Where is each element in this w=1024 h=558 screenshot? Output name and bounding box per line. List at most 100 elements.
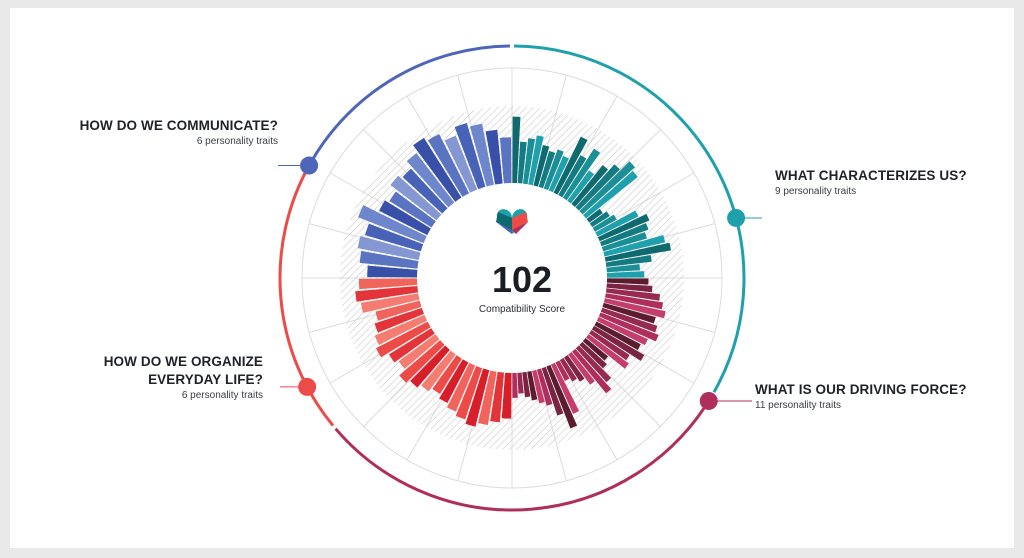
chart-bar [558, 155, 587, 198]
heart-facet [496, 222, 512, 234]
chart-bar [582, 338, 609, 361]
chart-bar [388, 328, 435, 363]
category-label-communicate: HOW DO WE COMMUNICATE? 6 personality tra… [18, 117, 278, 148]
chart-bar [601, 232, 647, 252]
chart-bar [499, 137, 512, 184]
chart-bar [532, 369, 545, 404]
chart-bar [517, 372, 524, 394]
chart-bar [399, 340, 445, 383]
chart-bar [595, 210, 639, 237]
chart-bar [501, 372, 512, 419]
connector-dot-communicate [300, 156, 319, 175]
chart-bar [572, 348, 612, 394]
chart-bar [432, 355, 462, 394]
chart-bar [589, 330, 630, 361]
chart-bar [606, 278, 649, 285]
category-title: WHAT CHARACTERIZES US? [775, 168, 967, 183]
chart-bar [596, 316, 648, 346]
chart-bar [538, 150, 556, 189]
category-label-organize: HOW DO WE ORGANIZE EVERYDAY LIFE? 6 pers… [3, 353, 263, 402]
chart-bar [583, 170, 638, 219]
chart-bar [375, 321, 431, 358]
category-subtitle: 11 personality traits [755, 400, 841, 411]
chart-bar [579, 341, 607, 369]
chart-bar [406, 153, 455, 208]
chart-bar [579, 161, 636, 215]
chart-bar [562, 148, 601, 201]
score-label: Compatibility Score [478, 304, 566, 315]
chart-bars [355, 116, 672, 429]
chart-bar [546, 364, 578, 429]
chart-bar [517, 141, 527, 184]
chart-bar [541, 366, 564, 416]
chart-bar [567, 170, 595, 204]
chart-bar [575, 345, 612, 383]
score-block: 102 Compatibility Score [422, 259, 622, 316]
heart-facet [496, 212, 512, 230]
connector-dot-characterizes [727, 208, 746, 227]
chart-bar [564, 355, 585, 382]
chart-bar [358, 278, 418, 290]
heart-facet [512, 212, 528, 230]
chart-bar [597, 213, 650, 242]
connector-dot-organize [298, 377, 317, 396]
chart-bar [550, 362, 580, 414]
category-title: HOW DO WE COMMUNICATE? [79, 118, 278, 133]
chart-bar [606, 264, 640, 273]
chart-bar [390, 175, 442, 221]
chart-bar [528, 135, 544, 186]
chart-bar [367, 265, 418, 278]
chart-bar [605, 254, 652, 267]
chart-bar [469, 123, 494, 187]
chart-bar [523, 138, 536, 185]
chart-bar [606, 271, 645, 278]
chart-bar [603, 235, 666, 257]
score-value: 102 [491, 259, 553, 300]
chart-bar [548, 155, 569, 193]
chart-bar [568, 352, 595, 385]
chart-bar [604, 293, 664, 310]
chart-bar [536, 368, 553, 406]
category-title: EVERYDAY LIFE? [148, 372, 263, 387]
ring-arc-communicate [310, 44, 510, 162]
chart-bar [571, 165, 609, 207]
chart-bar [413, 137, 462, 202]
chart-bar [553, 136, 588, 195]
chart-bar [603, 298, 666, 319]
chart-bar [444, 135, 478, 193]
chart-bar [439, 359, 469, 403]
chart-bar [533, 145, 550, 187]
chart-bar [410, 345, 450, 388]
chart-bar [374, 307, 425, 333]
chart-bar [455, 365, 483, 420]
chart-bar [605, 288, 661, 301]
chart-bar [575, 164, 620, 211]
chart-bar [365, 223, 424, 252]
chart-bar [586, 208, 603, 223]
chart-bar [559, 357, 577, 382]
chart-bar [446, 362, 476, 412]
heart-logo-icon [496, 209, 528, 234]
chart-bar [478, 370, 497, 425]
chart-bar [359, 250, 419, 269]
chart-bar [586, 334, 629, 369]
chart-bar [358, 205, 427, 244]
chart-bar [398, 334, 440, 369]
chart-bar [591, 325, 645, 361]
chart-bar [604, 242, 672, 262]
chart-bar [375, 300, 422, 321]
chart-bar [602, 302, 656, 324]
chart-bar [454, 123, 486, 190]
category-ring [278, 44, 762, 512]
chart-bar [374, 314, 428, 345]
chart-bar [543, 149, 564, 191]
chart-bar [357, 235, 421, 260]
chart-bar [355, 285, 419, 302]
chart-bar [592, 214, 617, 232]
chart-bar [427, 133, 470, 197]
category-subtitle: 6 personality traits [196, 136, 278, 147]
chart-bar [598, 312, 659, 342]
chart-bar [485, 129, 503, 185]
chart-card: HOW DO WE COMMUNICATE? 6 personality tra… [10, 8, 1014, 548]
chart-bar [522, 371, 531, 398]
